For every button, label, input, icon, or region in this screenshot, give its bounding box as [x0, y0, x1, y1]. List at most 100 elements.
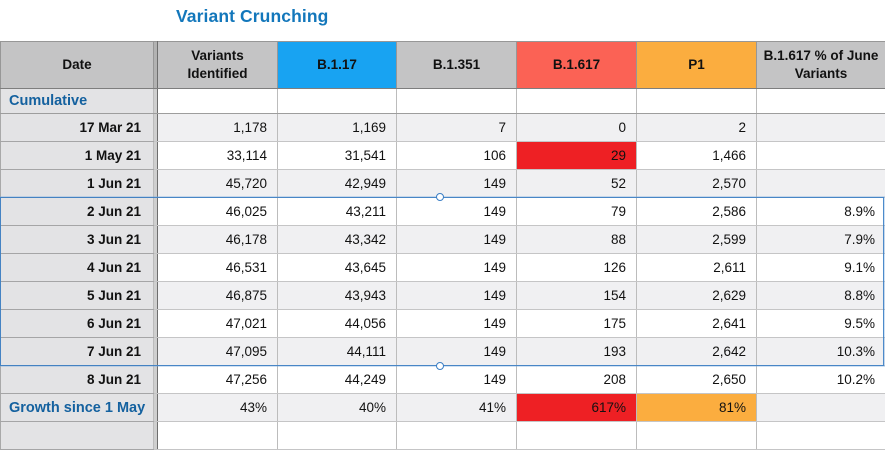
- column-header[interactable]: B.1.617: [517, 42, 637, 89]
- column-header[interactable]: Variants Identified: [158, 42, 278, 89]
- cell[interactable]: 2,611: [637, 254, 757, 282]
- row-label-cell[interactable]: [1, 422, 154, 450]
- row-label-cell[interactable]: Growth since 1 May: [1, 394, 154, 422]
- cell[interactable]: 2,641: [637, 310, 757, 338]
- cell[interactable]: 2,599: [637, 226, 757, 254]
- cell[interactable]: 149: [397, 254, 517, 282]
- column-header[interactable]: B.1.617 % of June Variants: [757, 42, 885, 89]
- cell[interactable]: 31,541: [278, 142, 397, 170]
- cell[interactable]: [158, 422, 278, 450]
- cell[interactable]: 33,114: [158, 142, 278, 170]
- column-header[interactable]: Date: [1, 42, 154, 89]
- cell[interactable]: 43,342: [278, 226, 397, 254]
- selection-handle-bottom[interactable]: [436, 362, 444, 370]
- cell[interactable]: 42,949: [278, 170, 397, 198]
- cell[interactable]: 47,095: [158, 338, 278, 366]
- cell[interactable]: 47,256: [158, 366, 278, 394]
- cell[interactable]: [517, 422, 637, 450]
- cell[interactable]: 8.8%: [757, 282, 885, 310]
- cell[interactable]: [637, 422, 757, 450]
- cell[interactable]: 2,650: [637, 366, 757, 394]
- cell[interactable]: 1,169: [278, 114, 397, 142]
- cell[interactable]: 9.5%: [757, 310, 885, 338]
- cell[interactable]: 149: [397, 282, 517, 310]
- cell[interactable]: 43,645: [278, 254, 397, 282]
- cell[interactable]: 43,211: [278, 198, 397, 226]
- cell[interactable]: [757, 89, 885, 114]
- cell[interactable]: [757, 170, 885, 198]
- cell[interactable]: 45,720: [158, 170, 278, 198]
- date-cell[interactable]: 8 Jun 21: [1, 366, 154, 394]
- column-header[interactable]: P1: [637, 42, 757, 89]
- cell[interactable]: 149: [397, 198, 517, 226]
- cell[interactable]: [757, 142, 885, 170]
- cell[interactable]: 7: [397, 114, 517, 142]
- cell[interactable]: 154: [517, 282, 637, 310]
- date-cell[interactable]: 6 Jun 21: [1, 310, 154, 338]
- cell[interactable]: 47,021: [158, 310, 278, 338]
- cell[interactable]: 2,586: [637, 198, 757, 226]
- cell[interactable]: 88: [517, 226, 637, 254]
- cell[interactable]: 44,249: [278, 366, 397, 394]
- cell[interactable]: [278, 422, 397, 450]
- cell[interactable]: 149: [397, 366, 517, 394]
- cell[interactable]: [397, 422, 517, 450]
- cell[interactable]: [757, 422, 885, 450]
- cell[interactable]: 2: [637, 114, 757, 142]
- cell[interactable]: 9.1%: [757, 254, 885, 282]
- cell[interactable]: 43,943: [278, 282, 397, 310]
- cell[interactable]: [637, 89, 757, 114]
- cell[interactable]: 2,629: [637, 282, 757, 310]
- cell[interactable]: 81%: [637, 394, 757, 422]
- date-cell[interactable]: 1 Jun 21: [1, 170, 154, 198]
- cell[interactable]: 106: [397, 142, 517, 170]
- cell[interactable]: 0: [517, 114, 637, 142]
- cell[interactable]: 41%: [397, 394, 517, 422]
- column-header[interactable]: B.1.17: [278, 42, 397, 89]
- cell[interactable]: 149: [397, 170, 517, 198]
- date-cell[interactable]: 2 Jun 21: [1, 198, 154, 226]
- cell[interactable]: 1,178: [158, 114, 278, 142]
- cell[interactable]: 2,570: [637, 170, 757, 198]
- cell[interactable]: [757, 394, 885, 422]
- cell[interactable]: 10.3%: [757, 338, 885, 366]
- selection-handle-top[interactable]: [436, 193, 444, 201]
- cell[interactable]: 40%: [278, 394, 397, 422]
- cell[interactable]: [158, 89, 278, 114]
- cell[interactable]: 149: [397, 226, 517, 254]
- cell[interactable]: 1,466: [637, 142, 757, 170]
- cell[interactable]: 29: [517, 142, 637, 170]
- cell[interactable]: 193: [517, 338, 637, 366]
- cell[interactable]: [397, 89, 517, 114]
- cell[interactable]: 149: [397, 310, 517, 338]
- date-cell[interactable]: 17 Mar 21: [1, 114, 154, 142]
- cell[interactable]: 46,025: [158, 198, 278, 226]
- cell[interactable]: [517, 89, 637, 114]
- cell[interactable]: 8.9%: [757, 198, 885, 226]
- cell[interactable]: 46,178: [158, 226, 278, 254]
- cell[interactable]: [278, 89, 397, 114]
- date-cell[interactable]: 3 Jun 21: [1, 226, 154, 254]
- cell[interactable]: 10.2%: [757, 366, 885, 394]
- date-cell[interactable]: 1 May 21: [1, 142, 154, 170]
- cell[interactable]: 149: [397, 338, 517, 366]
- cell[interactable]: 126: [517, 254, 637, 282]
- cell[interactable]: 2,642: [637, 338, 757, 366]
- cell[interactable]: 44,056: [278, 310, 397, 338]
- cell[interactable]: 43%: [158, 394, 278, 422]
- cell[interactable]: 52: [517, 170, 637, 198]
- cell[interactable]: 79: [517, 198, 637, 226]
- date-cell[interactable]: 7 Jun 21: [1, 338, 154, 366]
- date-cell[interactable]: 5 Jun 21: [1, 282, 154, 310]
- cell[interactable]: 617%: [517, 394, 637, 422]
- cell[interactable]: 46,531: [158, 254, 278, 282]
- date-cell[interactable]: 4 Jun 21: [1, 254, 154, 282]
- column-header[interactable]: B.1.351: [397, 42, 517, 89]
- cell[interactable]: 7.9%: [757, 226, 885, 254]
- cell[interactable]: 175: [517, 310, 637, 338]
- cell[interactable]: 46,875: [158, 282, 278, 310]
- cell[interactable]: [757, 114, 885, 142]
- cell[interactable]: 208: [517, 366, 637, 394]
- row-label-cell[interactable]: Cumulative: [1, 89, 154, 114]
- cell[interactable]: 44,111: [278, 338, 397, 366]
